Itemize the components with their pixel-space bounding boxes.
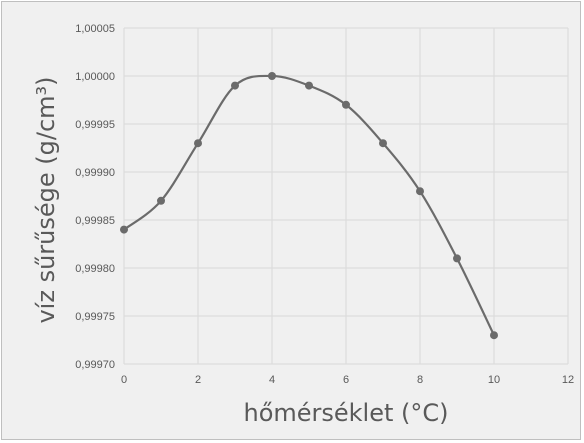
y-tick-label: 1,00000 [75, 71, 115, 83]
x-tick-label: 10 [488, 374, 500, 386]
grid-lines [123, 27, 569, 365]
x-tick-label: 8 [417, 374, 423, 386]
y-tick-label: 0,99985 [75, 215, 115, 227]
data-point [490, 331, 498, 340]
data-points [120, 72, 498, 340]
data-point [194, 139, 202, 148]
data-point [416, 187, 424, 196]
y-tick-label: 1,00005 [75, 23, 115, 35]
y-tick-label: 0,99975 [75, 311, 115, 323]
data-point [305, 81, 313, 90]
y-tick-label: 0,99995 [75, 119, 115, 131]
x-tick-label: 0 [121, 374, 127, 386]
data-point [342, 100, 350, 109]
x-tick-labels: 0 2 4 6 8 10 12 [121, 374, 574, 386]
data-point [453, 254, 461, 263]
data-point [379, 139, 387, 148]
y-tick-label: 0,99970 [75, 359, 115, 371]
y-tick-labels: 0,99970 0,99975 0,99980 0,99985 0,99990 0,999… [75, 23, 115, 371]
x-tick-label: 12 [562, 374, 574, 386]
data-point [120, 225, 128, 234]
x-axis-label: hőmérséklet (°C) [243, 399, 448, 427]
data-point [157, 196, 165, 205]
x-tick-label: 6 [343, 374, 349, 386]
y-tick-label: 0,99990 [75, 167, 115, 179]
x-tick-label: 2 [195, 374, 201, 386]
y-axis-label: víz sűrűsége (g/cm³) [32, 76, 60, 323]
x-tick-label: 4 [269, 374, 275, 386]
series-line [123, 74, 495, 336]
data-point [268, 72, 276, 80]
y-tick-label: 0,99980 [75, 263, 115, 275]
data-point [231, 81, 239, 90]
